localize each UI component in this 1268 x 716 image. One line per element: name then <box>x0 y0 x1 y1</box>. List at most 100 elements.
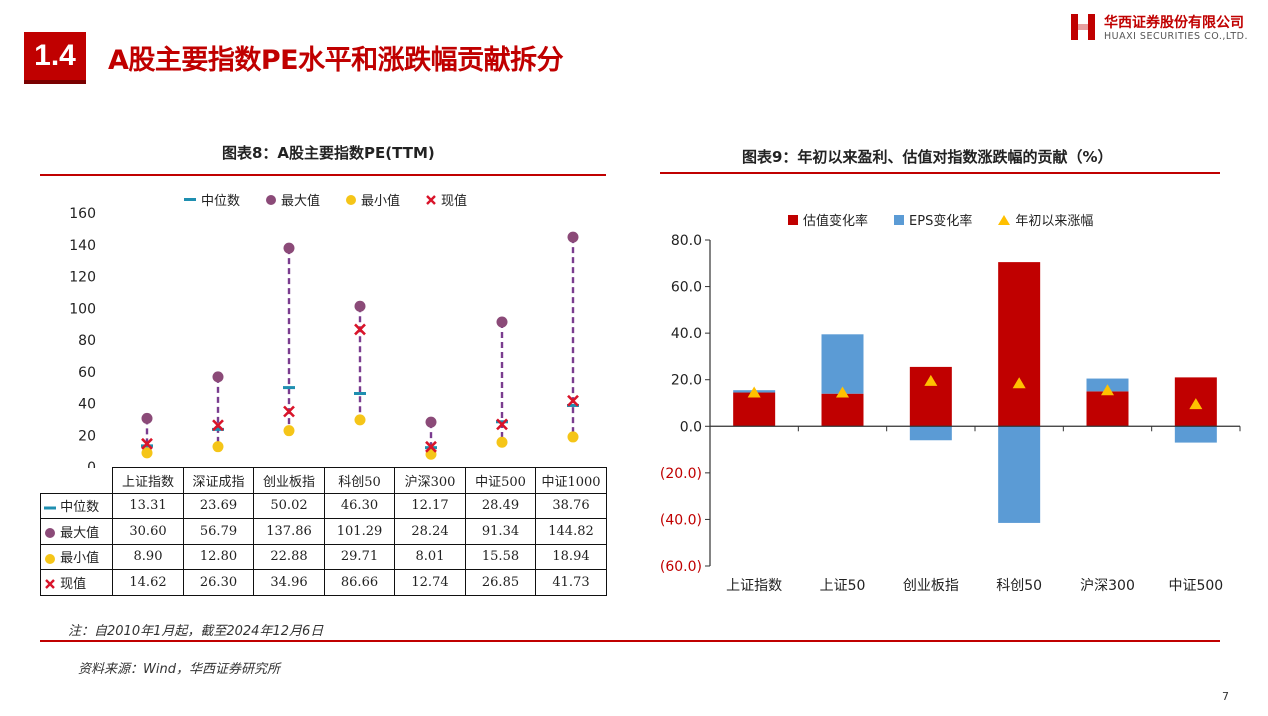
row-header-median: 中位数 <box>40 492 113 519</box>
figure8-pe-chart: 0 20 40 60 80 100 120 140 160 <box>69 206 579 468</box>
figure8-title-rule <box>40 174 606 176</box>
figure9-title-rule <box>660 172 1220 174</box>
logo-company-name-cn: 华西证券股份有限公司 <box>1104 15 1244 31</box>
column-header: 中证500 <box>465 467 536 494</box>
table-header-row: 上证指数 深证成指 创业板指 科创50 沪深300 中证500 中证1000 <box>40 467 607 494</box>
y-tick-label: 0 <box>87 460 96 468</box>
current-point <box>567 394 579 407</box>
current-cross-icon <box>426 194 436 205</box>
column-header: 创业板指 <box>253 467 325 494</box>
footnote: 注：自2010年1月起，截至2024年12月6日 <box>68 624 324 639</box>
min-point <box>354 414 366 426</box>
median-mark <box>354 391 366 395</box>
table-cell: 14.62 <box>112 569 184 596</box>
eps-square-icon <box>894 214 905 225</box>
max-point <box>425 416 437 428</box>
y-tick-label: 40.0 <box>671 326 702 342</box>
valuation-bar <box>1086 391 1129 427</box>
legend-label-valuation: 估值变化率 <box>803 214 869 229</box>
median-dash-icon <box>44 506 56 510</box>
median-mark <box>141 444 153 448</box>
valuation-bar <box>821 393 864 427</box>
table-cell: 101.29 <box>324 518 395 545</box>
ytd-triangle-icon <box>998 214 1011 225</box>
y-tick-label: 160 <box>69 206 96 222</box>
table-cell: 29.71 <box>324 543 395 570</box>
column-header: 中证1000 <box>535 467 607 494</box>
badge-underline <box>24 80 86 84</box>
valuation-bar <box>998 262 1041 427</box>
table-corner-cell <box>40 467 113 494</box>
current-point <box>354 323 366 336</box>
section-number-badge: 1.4 <box>24 32 86 80</box>
min-point <box>212 441 224 453</box>
legend-item-min: 最小值 <box>346 190 400 209</box>
current-cross-icon <box>45 579 55 590</box>
x-tick-label: 中证500 <box>1168 578 1223 594</box>
eps-bar <box>998 426 1041 523</box>
page-number: 7 <box>1222 690 1229 703</box>
table-cell: 8.01 <box>394 543 466 570</box>
x-tick-label: 创业板指 <box>903 578 959 594</box>
table-cell: 26.85 <box>465 569 536 596</box>
table-cell: 137.86 <box>253 518 325 545</box>
table-cell: 22.88 <box>253 543 325 570</box>
column-header: 上证指数 <box>112 467 184 494</box>
current-point <box>212 419 224 432</box>
x-tick-label: 上证指数 <box>726 578 782 594</box>
table-cell: 46.30 <box>324 492 395 519</box>
x-tick-label: 科创50 <box>996 578 1042 594</box>
y-tick-label: 140 <box>69 238 96 254</box>
legend-label-ytd: 年初以来涨幅 <box>1015 214 1094 229</box>
legend-label-min: 最小值 <box>361 194 401 209</box>
table-row-min: 最小值 8.90 12.80 22.88 29.71 8.01 15.58 18… <box>40 543 607 570</box>
row-header-max: 最大值 <box>40 518 113 545</box>
row-label-median: 中位数 <box>60 500 100 516</box>
min-point <box>496 436 508 448</box>
x-tick-label: 沪深300 <box>1080 578 1135 594</box>
eps-bar <box>1174 426 1217 443</box>
table-row-median: 中位数 13.31 23.69 50.02 46.30 12.17 28.49 … <box>40 492 607 519</box>
table-cell: 144.82 <box>535 518 607 545</box>
median-mark <box>212 427 224 431</box>
legend-label-current: 现值 <box>441 194 468 209</box>
figure9-legend: 估值变化率 EPS变化率 年初以来涨幅 <box>788 210 1119 229</box>
eps-bar <box>909 426 952 441</box>
y-tick-label: 80 <box>78 333 96 349</box>
y-tick-label: 120 <box>69 270 96 286</box>
min-circle-icon <box>45 553 55 564</box>
current-point <box>283 405 295 418</box>
page-title: A股主要指数PE水平和涨跌幅贡献拆分 <box>108 45 564 76</box>
figure8-data-table: 上证指数 深证成指 创业板指 科创50 沪深300 中证500 中证1000 中… <box>40 467 607 596</box>
table-cell: 23.69 <box>183 492 254 519</box>
max-point <box>283 242 295 254</box>
figure8-legend: 中位数 最大值 最小值 现值 <box>184 190 493 209</box>
y-tick-label: (40.0) <box>660 512 702 528</box>
y-tick-label: (60.0) <box>660 559 702 575</box>
table-cell: 41.73 <box>535 569 607 596</box>
max-point <box>212 371 224 383</box>
current-point <box>425 440 437 453</box>
table-cell: 50.02 <box>253 492 325 519</box>
y-tick-label: 60 <box>78 365 96 381</box>
valuation-bar <box>733 392 776 427</box>
row-header-min: 最小值 <box>40 543 113 570</box>
max-point <box>354 300 366 312</box>
legend-label-eps: EPS变化率 <box>909 214 973 229</box>
min-point <box>567 431 579 443</box>
current-point <box>141 437 153 450</box>
legend-item-current: 现值 <box>426 190 467 209</box>
table-cell: 30.60 <box>112 518 184 545</box>
max-point <box>567 231 579 243</box>
table-cell: 18.94 <box>535 543 607 570</box>
table-cell: 56.79 <box>183 518 254 545</box>
table-cell: 15.58 <box>465 543 536 570</box>
column-header: 科创50 <box>324 467 395 494</box>
table-cell: 13.31 <box>112 492 184 519</box>
figure9-contribution-chart: 80.0 60.0 40.0 20.0 0.0 (20.0) (40.0) (60.0) 上证指… <box>660 233 1241 594</box>
table-cell: 8.90 <box>112 543 184 570</box>
y-tick-label: 80.0 <box>671 233 702 249</box>
ytd-marker <box>836 386 849 398</box>
column-header: 沪深300 <box>394 467 466 494</box>
median-mark <box>283 386 295 390</box>
